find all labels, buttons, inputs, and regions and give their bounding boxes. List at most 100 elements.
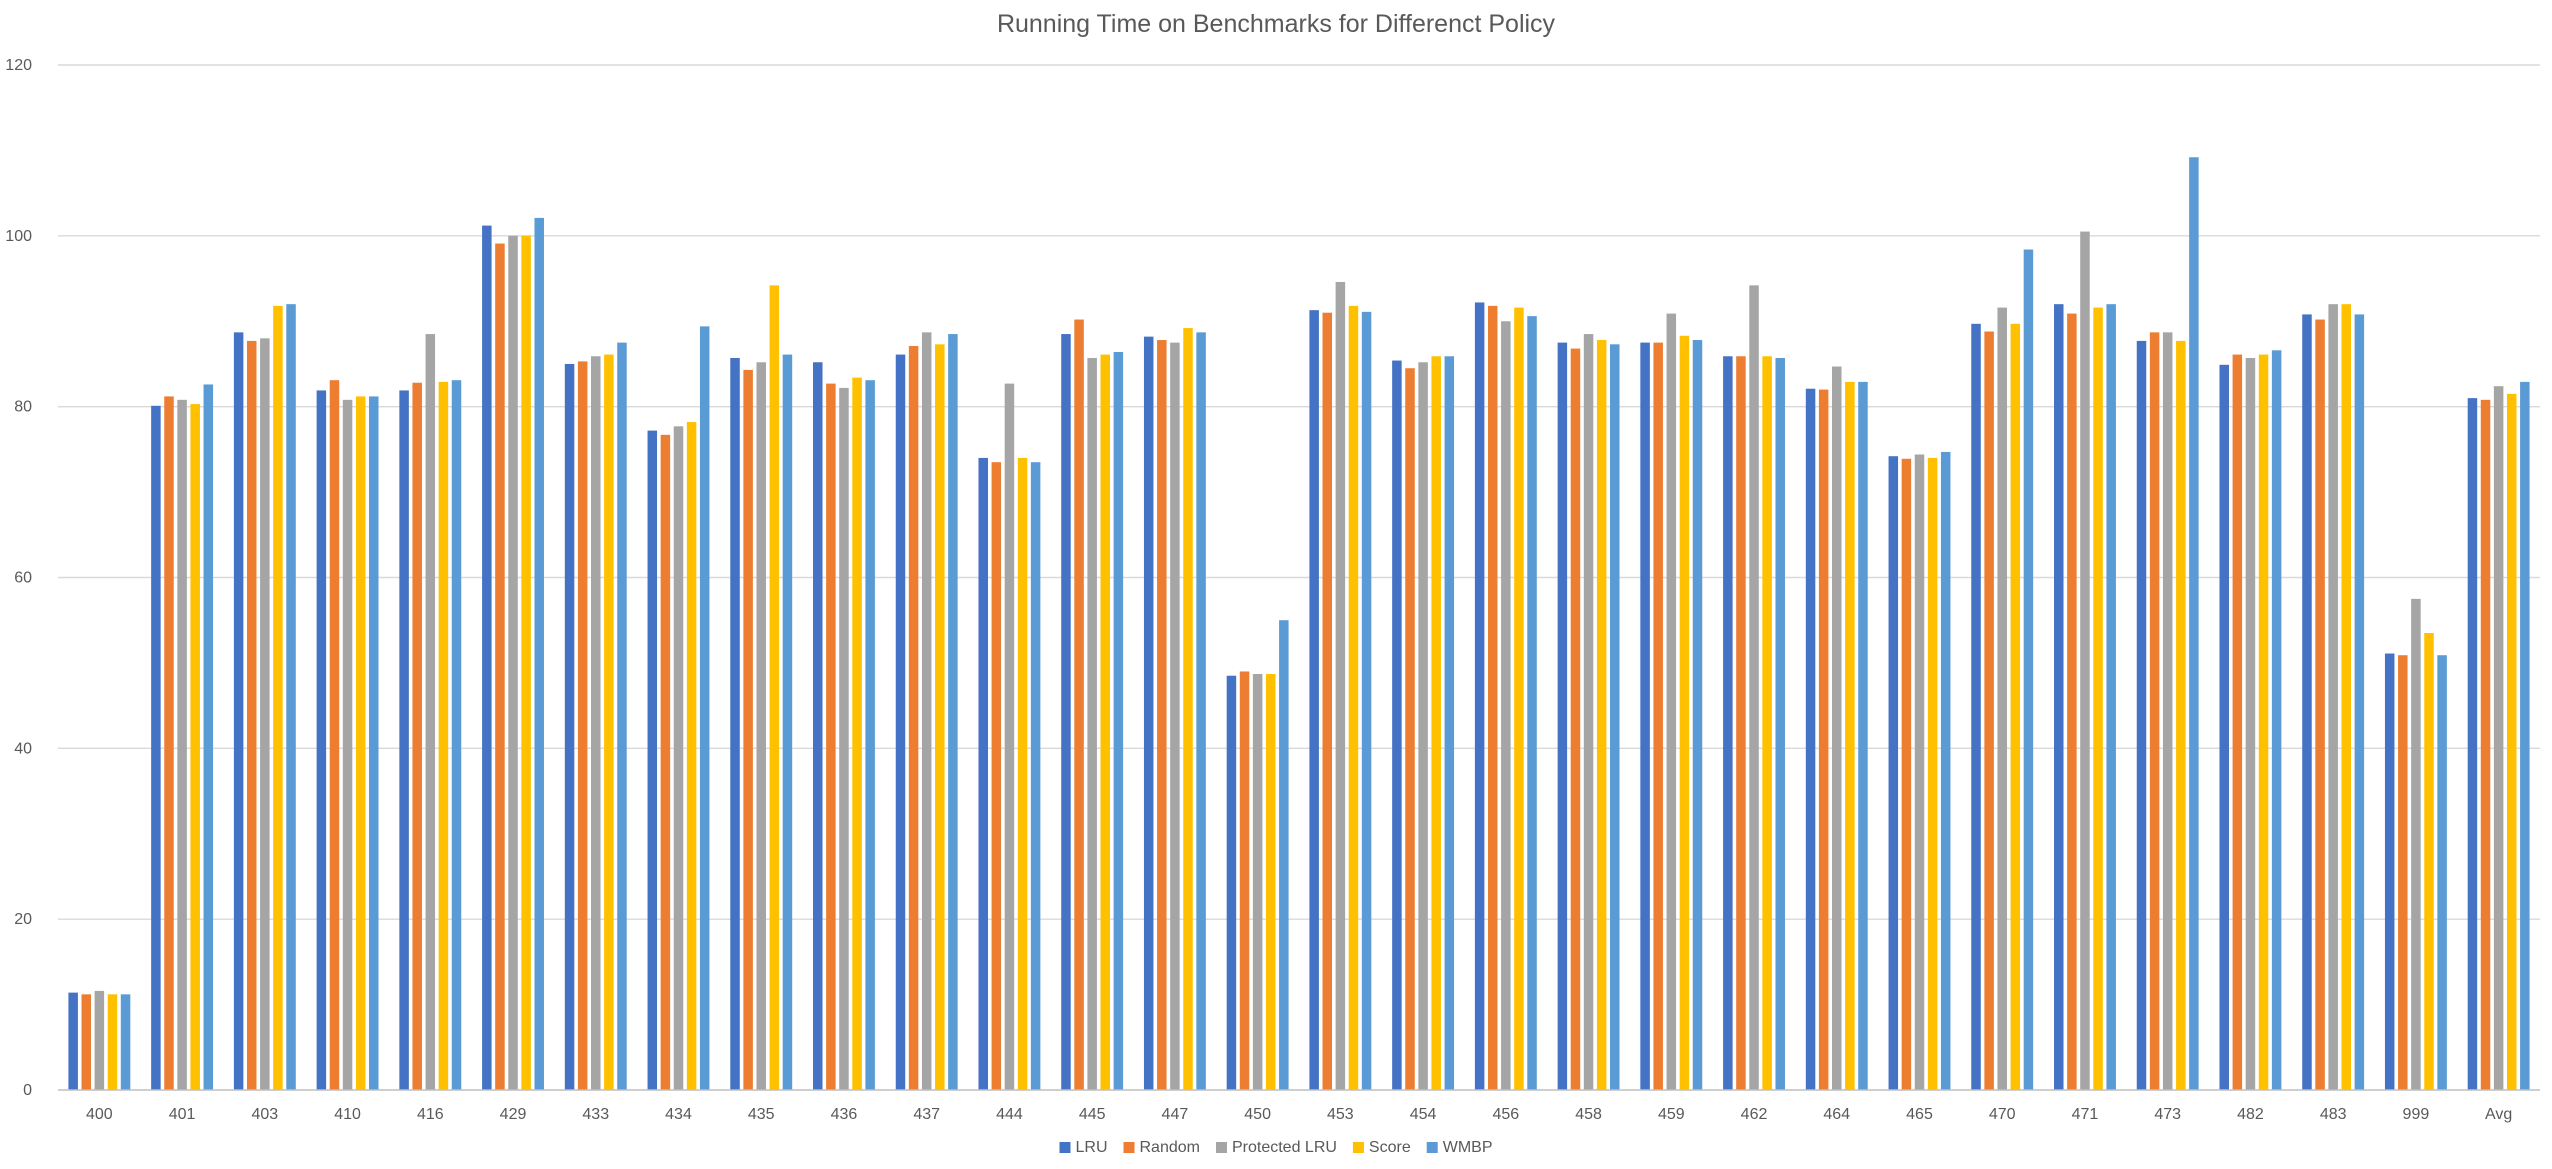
bar-score-435 [769,285,780,1090]
x-tick-label: 436 [831,1106,858,1123]
bar-lru-434 [647,430,658,1090]
y-tick-label: 100 [5,228,32,245]
bar-lru-454 [1392,360,1402,1091]
bar-score-433 [604,354,614,1090]
bar-lru-462 [1723,356,1733,1090]
bar-wmbp-447 [1196,332,1206,1091]
bar-wmbp-459 [1692,340,1703,1091]
bar-lru-444 [978,457,988,1091]
bar-protected-lru-459 [1666,313,1677,1090]
y-tick-label: 80 [14,399,32,416]
bar-lru-459 [1640,342,1650,1091]
bar-protected-lru-458 [1583,334,1594,1090]
bar-protected-lru-465 [1914,454,1925,1090]
x-tick-label: 459 [1658,1106,1685,1123]
gridlines [58,64,2540,920]
bar-protected-lru-453 [1335,281,1346,1090]
bar-wmbp-458 [1610,344,1620,1090]
bar-wmbp-434 [699,326,710,1090]
bar-protected-lru-471 [2080,231,2090,1090]
bar-lru-471 [2054,304,2064,1091]
bar-lru-437 [895,354,906,1090]
x-tick-label: 410 [334,1106,361,1123]
bar-score-437 [935,344,945,1090]
x-tick-label: 433 [582,1106,609,1123]
bar-protected-lru-436 [839,387,849,1090]
bar-random-464 [1818,389,1829,1090]
legend-swatch [1352,1142,1364,1153]
bar-random-436 [826,383,836,1091]
bar-protected-lru-447 [1170,342,1180,1091]
bar-lru-470 [1971,323,1981,1090]
bar-wmbp-416 [451,380,462,1090]
bar-score-462 [1762,356,1772,1090]
legend-item-wmbp: WMBP [1426,1139,1493,1156]
legend-item-score: Score [1352,1139,1411,1156]
legend-swatch [1059,1142,1071,1153]
bar-protected-lru-433 [591,356,601,1090]
x-tick-label: 403 [251,1106,278,1123]
bar-random-433 [577,361,588,1090]
bar-wmbp-462 [1775,357,1785,1091]
bar-protected-lru-410 [342,399,353,1090]
bar-random-403 [246,340,257,1090]
bar-score-482 [2258,354,2269,1090]
bar-wmbp-444 [1030,462,1041,1090]
bar-wmbp-435 [782,354,793,1090]
bar-wmbp-999 [2437,655,2447,1090]
bar-lru-483 [2302,314,2312,1091]
bar-random-456 [1487,305,1498,1090]
legend-item-random: Random [1123,1139,1200,1156]
bar-wmbp-403 [286,304,296,1091]
bar-score-999 [2424,633,2434,1090]
bar-score-456 [1514,307,1524,1090]
y-tick-label: 40 [14,740,32,757]
x-axis-tick-labels: 400 401 403 410 416 429 433 434 435 436 437 444 445 4… [86,1106,2512,1123]
chart-title: Running Time on Benchmarks for Differenc… [997,10,1556,38]
bar-lru-435 [730,357,740,1091]
bar-score-458 [1596,340,1607,1091]
bar-wmbp-437 [948,334,958,1090]
bar-lru-400 [68,992,78,1090]
bar-protected-lru-482 [2245,357,2256,1091]
y-tick-label: 0 [23,1082,32,1099]
bar-random-401 [164,396,174,1091]
x-tick-label: 450 [1244,1106,1271,1123]
bar-wmbp-445 [1113,352,1124,1090]
bar-random-999 [2398,655,2408,1090]
bar-wmbp-450 [1279,620,1289,1090]
x-tick-label: 434 [665,1106,692,1123]
bar-lru-416 [399,390,409,1090]
bar-random-410 [329,380,340,1090]
bar-random-445 [1074,319,1084,1091]
bar-score-447 [1183,328,1193,1090]
bar-protected-lru-435 [756,362,766,1090]
bar-wmbp-433 [617,342,627,1091]
bar-protected-lru-401 [177,399,187,1090]
bar-wmbp-471 [2106,304,2116,1091]
legend-swatch [1426,1142,1438,1153]
x-tick-label: 470 [1989,1106,2016,1123]
bar-random-416 [412,382,422,1090]
bar-wmbp-453 [1361,311,1372,1091]
bar-random-avg [2480,399,2491,1090]
x-tick-label: 464 [1823,1106,1850,1123]
bar-lru-450 [1226,675,1237,1090]
x-tick-label: 483 [2320,1106,2347,1123]
legend: LRU Random Protected LRU Score WMBP [1059,1139,1493,1156]
bar-score-444 [1017,457,1028,1091]
bar-protected-lru-470 [1997,307,2007,1090]
bar-score-401 [190,404,200,1091]
bar-wmbp-454 [1444,356,1455,1090]
bar-wmbp-465 [1940,451,1951,1090]
legend-label: Protected LRU [1232,1139,1337,1156]
bar-score-464 [1845,381,1855,1090]
bar-lru-482 [2219,364,2229,1090]
legend-item-protected-lru: Protected LRU [1215,1139,1337,1156]
bar-random-453 [1322,312,1333,1090]
bar-protected-lru-473 [2162,332,2173,1091]
bar-score-450 [1265,674,1276,1090]
x-tick-label: Avg [2485,1106,2512,1123]
